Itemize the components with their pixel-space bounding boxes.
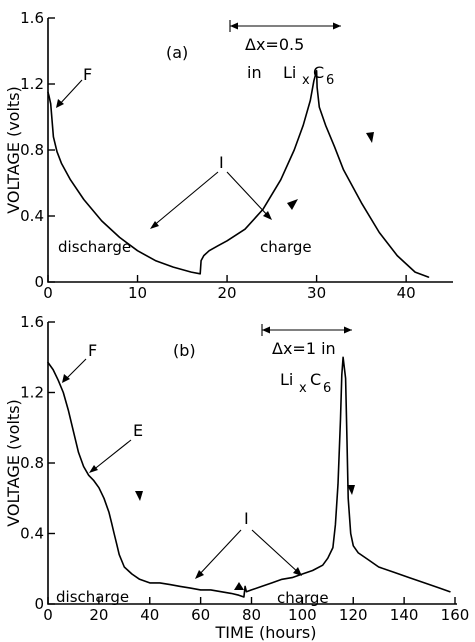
panel-a-x-tick-label: 10 (128, 284, 147, 302)
panel-b-e-pointer (91, 439, 132, 472)
panel-a-f-pointer (57, 79, 83, 107)
panel-b-series-line (47, 356, 451, 598)
panel-b-discharge-label: discharge (56, 588, 129, 606)
panel-b-i-label: I (244, 509, 249, 528)
panel-a-series-line (47, 70, 430, 278)
panel-a-y-tick-label: 0.8 (20, 141, 44, 159)
panel-b-x-tick-label: 80 (242, 606, 261, 624)
panel-b-x-tick-label: 140 (390, 606, 419, 624)
panel-a-y-tick-label: 0 (34, 273, 44, 291)
panel-a-charge-direction-arrow (287, 199, 298, 210)
x-axis-label: TIME (hours) (215, 623, 317, 642)
panel-b-delta-formula-6: 6 (323, 381, 331, 396)
panel-a-discharge-label: discharge (58, 238, 131, 256)
panel-b-y-axis-label: VOLTAGE (volts) (4, 399, 23, 527)
panel-b-e-label: E (133, 421, 143, 440)
panel-b-x-tick-label: 40 (140, 606, 159, 624)
panel-a-y-ticks: 0 0.4 0.8 1.2 1.6 (20, 9, 55, 291)
panel-a-delta-in: in (247, 63, 262, 82)
panel-b-delta-formula-c: C (310, 370, 321, 389)
panel-a-delta-formula-x: x (302, 73, 310, 88)
panel-a-x-tick-label: 20 (218, 284, 237, 302)
panel-a-x-tick-label: 30 (307, 284, 326, 302)
panel-b-y-ticks: 0 0.4 0.8 1.2 1.6 (20, 313, 55, 613)
panel-a-delta-left-arrow (230, 22, 238, 30)
panel-a-delta-label: Δx=0.5 (245, 35, 304, 54)
panel-a-delta-right-arrow (333, 22, 341, 30)
panel-b-i-pointer-left (196, 529, 242, 578)
panel-b-x-tick-label: 100 (288, 606, 317, 624)
panel-b-e-arrowhead (89, 465, 98, 473)
panel-a-x-tick-label: 40 (397, 284, 416, 302)
panel-b-x-tick-label: 120 (339, 606, 368, 624)
panel-a-i-pointer-right (226, 171, 271, 219)
panel-b-i-arrowhead-left (195, 570, 204, 579)
panel-a-charge-label: charge (260, 238, 312, 256)
panel-a-delta-formula-li: Li (283, 63, 296, 82)
panel-a-x-tick-label: 0 (43, 284, 53, 302)
panel-a-i-pointer-left (151, 171, 219, 228)
panel-b-f-label: F (88, 341, 97, 360)
panel-b-y-tick-label: 1.2 (20, 384, 44, 402)
panel-a-i-arrowhead-left (150, 221, 159, 229)
panel-b-delta-formula-li: Li (280, 370, 293, 389)
panel-b-y-tick-label: 0.4 (20, 525, 44, 543)
panel-a-delta-formula-c: C (313, 63, 324, 82)
panel-b-charge-label: charge (277, 589, 329, 607)
panel-b-delta-left-arrow (262, 326, 270, 334)
panel-a-f-arrowhead (56, 99, 64, 108)
panel-a-y-tick-label: 1.2 (20, 75, 44, 93)
panel-b: 0 20 40 60 80 100 120 140 160 0 0.4 0.8 1.2 1.6 VOLT… (4, 313, 469, 624)
panel-a-y-tick-label: 1.6 (20, 9, 44, 27)
panel-b-y-tick-label: 0.8 (20, 454, 44, 472)
panel-b-frame (47, 322, 457, 605)
panel-b-discharge-direction-arrow (135, 491, 143, 501)
panel-a-i-label: I (219, 153, 224, 172)
panel-a-y-axis-label: VOLTAGE (volts) (4, 86, 23, 214)
panel-b-y-tick-label: 0 (34, 595, 44, 613)
panel-b-i-pointer-right (251, 529, 301, 575)
panel-a: 0 10 20 30 40 00.40.81.21.6 VOLTAGE (volts) … (4, 9, 453, 302)
panel-a-f-label: F (83, 65, 92, 84)
panel-b-y-tick-label: 1.6 (20, 313, 44, 331)
panel-a-discharge-direction-arrow (366, 132, 374, 143)
panel-b-delta-label: Δx=1 in (272, 339, 336, 358)
panel-b-x-tick-label: 20 (89, 606, 108, 624)
panel-b-i-arrowhead-right (293, 567, 302, 576)
panel-a-x-ticks: 0 10 20 30 40 (43, 275, 416, 302)
panel-b-delta-formula-x: x (299, 381, 307, 396)
panel-a-i-arrowhead-right (263, 211, 272, 220)
panel-b-f-arrowhead (62, 374, 70, 383)
panel-b-x-tick-label: 160 (441, 606, 470, 624)
panel-b-charge-direction-arrow (234, 582, 244, 590)
panel-b-x-ticks: 0 20 40 60 80 100 120 140 160 (43, 597, 469, 624)
panel-a-delta-formula-6: 6 (326, 73, 334, 88)
panel-b-x-tick-label: 0 (43, 606, 53, 624)
panel-b-x-tick-label: 60 (191, 606, 210, 624)
panel-b-peak-direction-arrow (347, 485, 355, 495)
panel-b-delta-right-arrow (344, 326, 352, 334)
panel-b-label: (b) (173, 341, 196, 360)
panel-a-y-tick-label: 0.4 (20, 207, 44, 225)
panel-a-label: (a) (166, 43, 188, 62)
